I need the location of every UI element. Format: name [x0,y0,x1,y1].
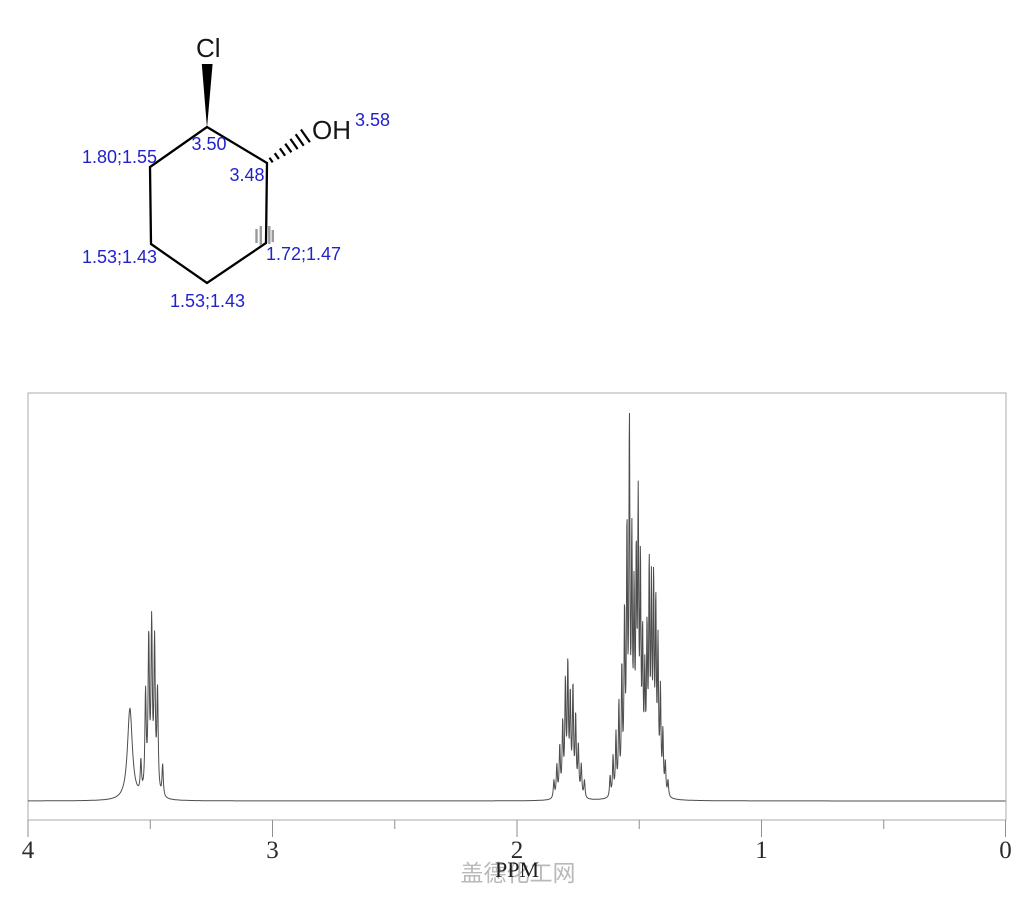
nmr-trace [28,412,1006,802]
tick-label-4: 4 [22,837,35,864]
shift-label-ch-cl: 3.50 [191,134,226,154]
x-axis-ticks [27,820,1006,837]
nmr-spectrum: 4 3 2 1 0 盖德化工网 PPM [22,392,1012,886]
wedge-bond-cl [201,64,213,128]
shift-label-ch-oh: 3.48 [229,165,264,185]
plot-frame [27,392,1007,821]
hash-bond-oh [268,128,311,164]
cyclohexane-ring [148,125,269,285]
shift-label-ch2-bottom: 1.53;1.43 [170,291,245,311]
x-axis-title: PPM [495,857,539,882]
tick-label-2: 2 [511,837,524,864]
tick-label-3: 3 [266,837,279,864]
shift-label-ch2-left-top: 1.80;1.55 [82,147,157,167]
molecule-structure: Cl OH 3.58 3.50 3.48 1.80;1.55 1.53;1.43… [82,33,390,311]
tick-label-1: 1 [755,837,768,864]
shift-label-ch2-left-bottom: 1.53;1.43 [82,247,157,267]
watermark-text: 盖德化工网 [461,860,576,886]
gray-hash-marks [255,226,274,245]
tick-label-0: 0 [999,837,1012,864]
shift-label-oh: 3.58 [355,110,390,130]
x-axis-tick-labels: 4 3 2 1 0 [22,837,1012,864]
shift-label-ch2-right: 1.72;1.47 [266,244,341,264]
cl-atom-label: Cl [196,33,221,63]
oh-atom-label: OH [312,115,351,145]
